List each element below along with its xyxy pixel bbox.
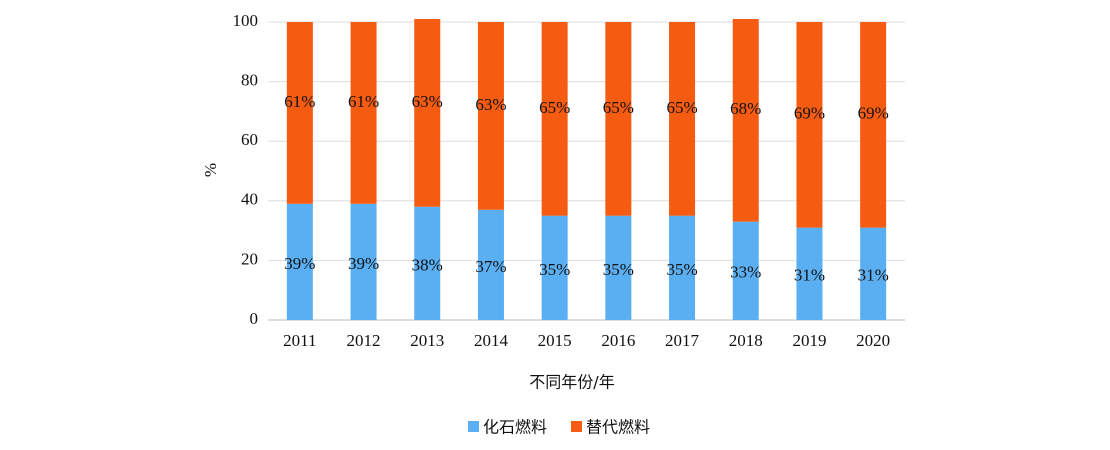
data-label: 61%	[284, 92, 315, 111]
data-label: 69%	[794, 104, 825, 123]
bar-segment	[605, 215, 632, 320]
data-label: 39%	[348, 254, 379, 273]
data-label: 38%	[412, 255, 443, 274]
y-tick-label: 60	[241, 130, 258, 149]
bar-segment	[796, 227, 823, 320]
legend-label: 替代燃料	[586, 418, 650, 437]
data-label: 31%	[794, 266, 825, 285]
x-axis-title: 不同年份/年	[529, 373, 614, 392]
bar-segment	[669, 22, 696, 216]
data-label: 68%	[730, 99, 761, 118]
data-label: 65%	[539, 98, 570, 117]
bar-segment	[286, 22, 313, 204]
data-label: 61%	[348, 92, 379, 111]
bar-segment	[860, 22, 887, 228]
bar-segment	[541, 215, 568, 320]
bar-segment	[860, 227, 887, 320]
bar-segment	[541, 22, 568, 216]
y-tick-label: 20	[241, 249, 258, 268]
legend-swatch	[571, 421, 582, 432]
x-tick-label: 2018	[729, 331, 763, 350]
data-label: 33%	[730, 263, 761, 282]
bar-segment	[477, 22, 504, 210]
x-tick-label: 2013	[410, 331, 444, 350]
legend-swatch	[468, 421, 479, 432]
bar-segment	[477, 209, 504, 320]
legend-label: 化石燃料	[483, 418, 547, 437]
y-tick-label: 0	[250, 309, 259, 328]
data-label: 39%	[284, 254, 315, 273]
bar-segment	[350, 22, 377, 204]
bar-segment	[732, 19, 759, 222]
x-tick-label: 2020	[856, 331, 890, 350]
bar-segment	[605, 22, 632, 216]
data-label: 63%	[412, 92, 443, 111]
bar-segment	[350, 203, 377, 320]
data-label: 65%	[603, 98, 634, 117]
y-tick-label: 40	[241, 190, 258, 209]
data-label: 35%	[603, 260, 634, 279]
bar-segment	[414, 19, 441, 207]
x-tick-label: 2015	[538, 331, 572, 350]
data-label: 63%	[475, 95, 506, 114]
data-label: 37%	[475, 257, 506, 276]
bar-segment	[796, 22, 823, 228]
x-tick-label: 2017	[665, 331, 700, 350]
data-label: 35%	[539, 260, 570, 279]
bar-segment	[669, 215, 696, 320]
bar-segment	[286, 203, 313, 320]
bar-segment	[732, 221, 759, 320]
data-label: 69%	[858, 104, 889, 123]
data-label: 35%	[666, 260, 697, 279]
x-tick-label: 2012	[347, 331, 381, 350]
x-tick-label: 2011	[283, 331, 316, 350]
bar-segment	[414, 206, 441, 320]
data-label: 31%	[858, 266, 889, 285]
x-tick-label: 2014	[474, 331, 509, 350]
x-tick-label: 2016	[601, 331, 635, 350]
y-tick-label: 80	[241, 71, 258, 90]
y-axis-title: %	[201, 163, 220, 177]
data-label: 65%	[666, 98, 697, 117]
x-tick-label: 2019	[792, 331, 826, 350]
y-tick-label: 100	[233, 11, 259, 30]
